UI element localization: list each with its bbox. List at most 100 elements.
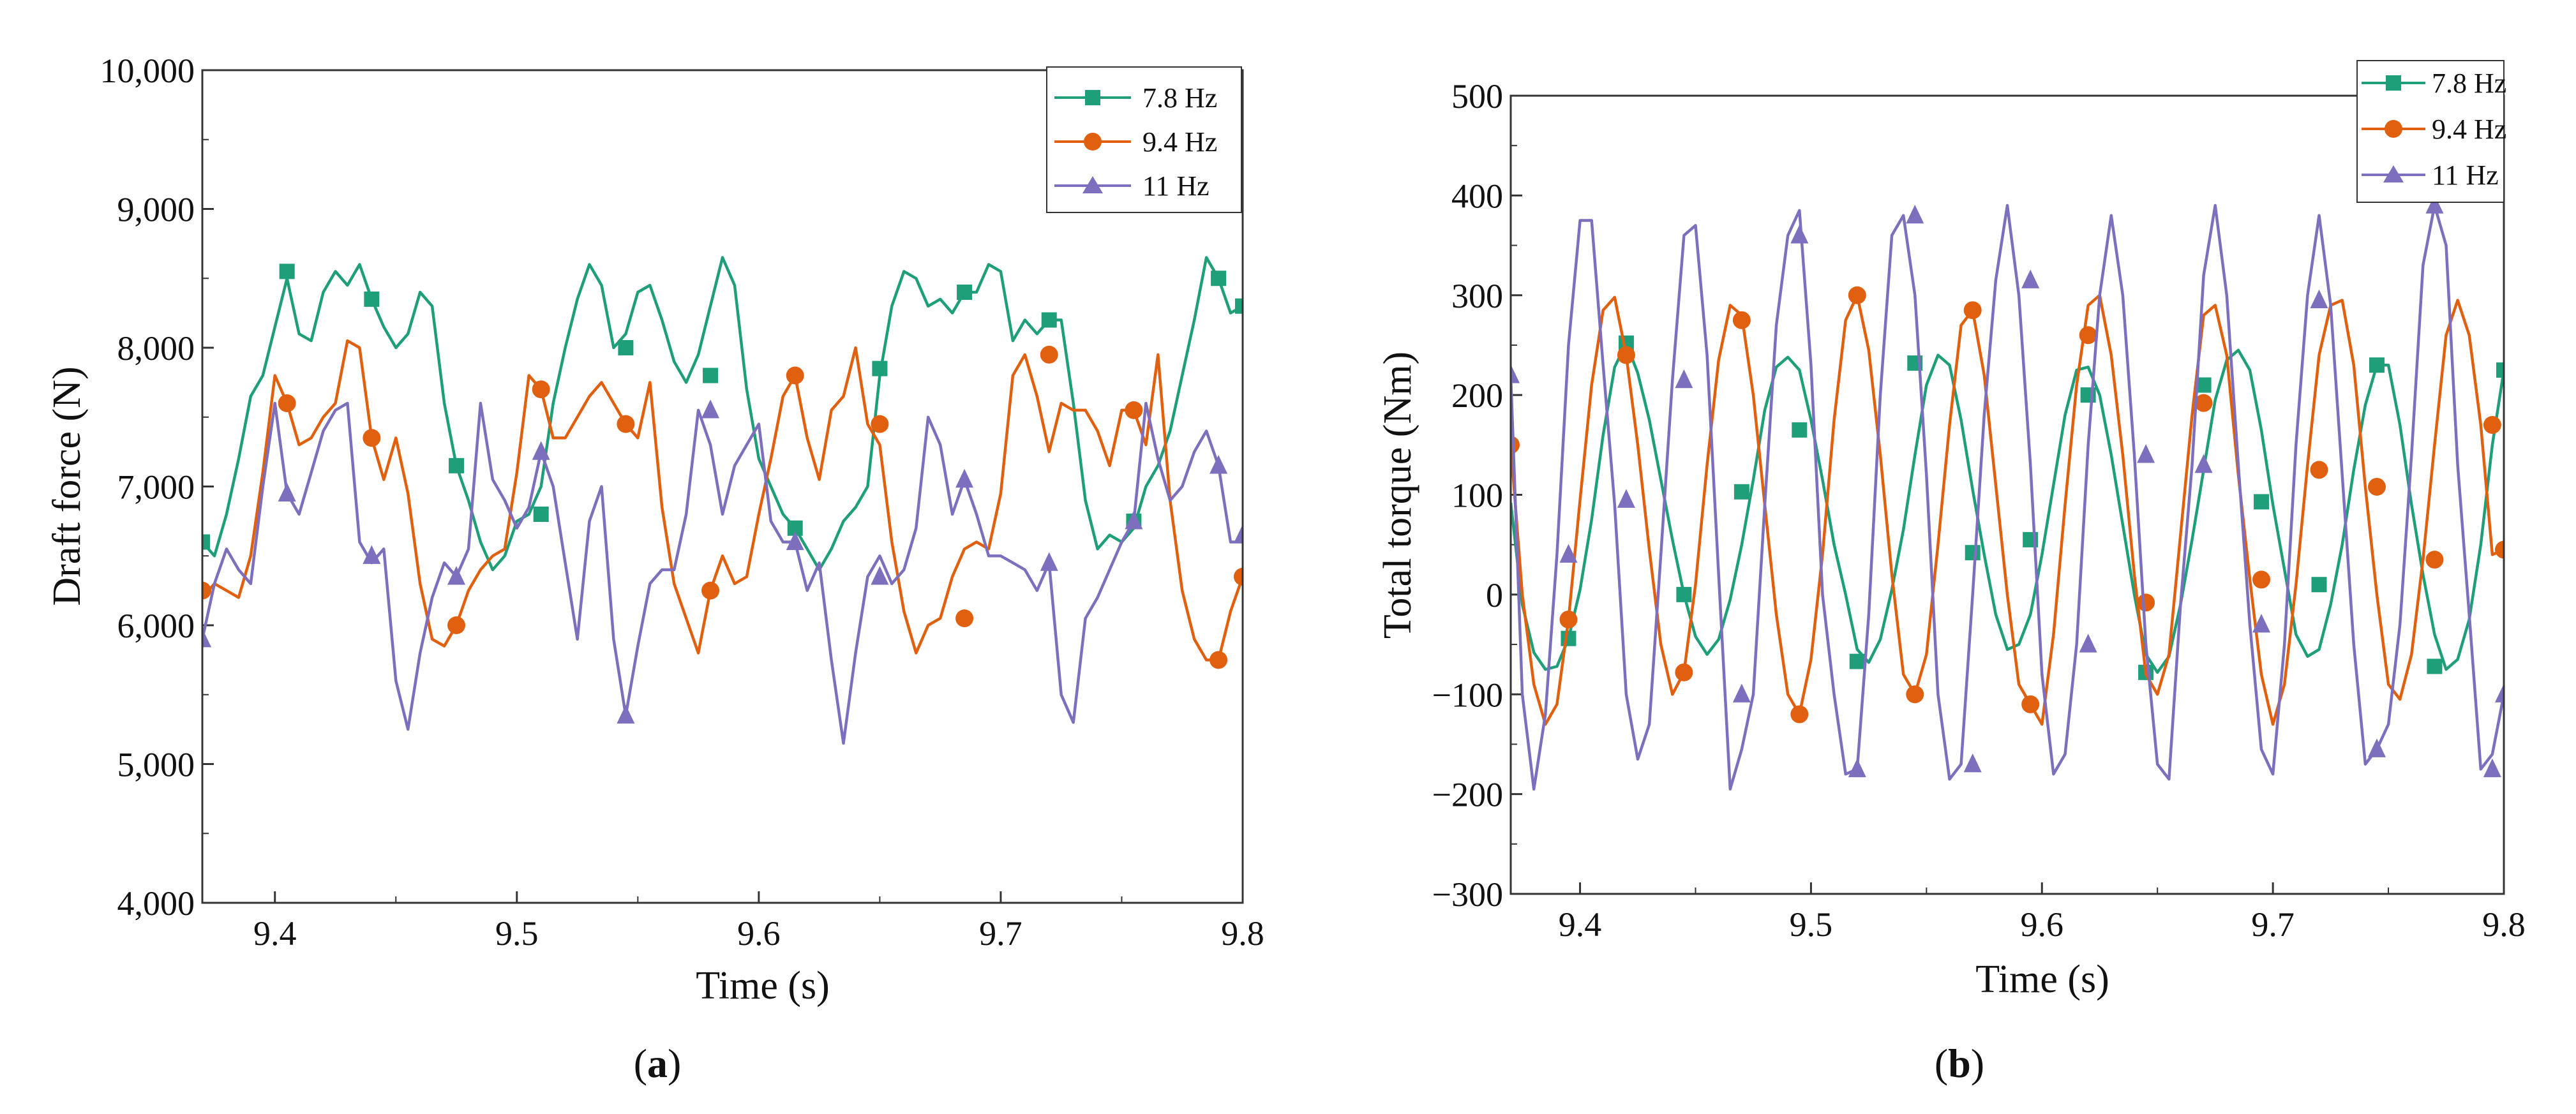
data-point-triangle bbox=[2367, 738, 2386, 757]
data-point-circle bbox=[532, 380, 550, 399]
data-point-triangle bbox=[1511, 364, 1520, 383]
x-tick-label: 9.7 bbox=[979, 914, 1022, 953]
data-point-triangle bbox=[447, 566, 466, 585]
data-point-square bbox=[957, 285, 973, 300]
data-point-triangle bbox=[871, 566, 889, 585]
data-point-triangle bbox=[2021, 269, 2040, 288]
data-point-circle bbox=[1209, 651, 1228, 669]
y-tick-label: 300 bbox=[1451, 277, 1503, 315]
y-tick-label: 10,000 bbox=[100, 52, 195, 90]
data-point-triangle bbox=[2079, 634, 2097, 653]
data-point-triangle bbox=[1732, 683, 1751, 702]
data-point-circle bbox=[278, 394, 296, 412]
data-point-triangle bbox=[786, 531, 804, 551]
data-point-triangle bbox=[1234, 524, 1243, 544]
data-point-circle bbox=[955, 609, 974, 628]
data-point-triangle bbox=[1963, 753, 1982, 773]
data-point-square bbox=[1041, 312, 1057, 328]
data-point-square bbox=[1734, 484, 1749, 500]
data-point-circle bbox=[1848, 286, 1866, 304]
legend-box-a bbox=[1046, 66, 1242, 213]
x-tick-label: 9.7 bbox=[2251, 905, 2295, 944]
data-point-square bbox=[872, 360, 888, 376]
series-9-4-hz bbox=[1511, 286, 2504, 726]
y-tick-label: −300 bbox=[1432, 875, 1503, 914]
x-axis-title-a: Time (s) bbox=[696, 964, 830, 1007]
data-point-circle bbox=[2495, 540, 2504, 559]
data-point-circle bbox=[2252, 570, 2271, 589]
data-point-triangle bbox=[532, 441, 550, 460]
legend-marker-circle-b bbox=[2385, 120, 2402, 138]
data-point-square bbox=[2311, 577, 2327, 593]
y-tick-label: 500 bbox=[1451, 77, 1503, 115]
data-point-circle bbox=[2310, 461, 2328, 479]
plot-area-a bbox=[201, 69, 1244, 904]
data-point-circle bbox=[2425, 551, 2444, 569]
x-axis-title-b: Time (s) bbox=[1975, 958, 2109, 1001]
series-11-hz bbox=[202, 399, 1243, 745]
data-point-triangle bbox=[2483, 758, 2501, 778]
data-point-square bbox=[2254, 494, 2270, 510]
data-point-triangle bbox=[202, 628, 211, 648]
data-point-triangle bbox=[1790, 225, 1809, 244]
data-point-circle bbox=[2079, 326, 2097, 345]
y-axis-title-b: Total torque (Nm) bbox=[1376, 352, 1419, 639]
y-tick-label: 200 bbox=[1451, 376, 1503, 415]
legend-marker-triangle-a bbox=[1082, 176, 1103, 193]
y-tick-label: 8,000 bbox=[117, 329, 195, 368]
legend-label-b-2: 9.4 Hz bbox=[2432, 114, 2506, 145]
data-point-circle bbox=[617, 415, 635, 433]
data-point-triangle bbox=[955, 468, 974, 488]
data-point-square bbox=[449, 457, 465, 473]
data-point-circle bbox=[1559, 610, 1578, 628]
series-7-8-hz bbox=[202, 256, 1243, 572]
data-point-square bbox=[1965, 545, 1981, 561]
data-point-circle bbox=[2137, 593, 2155, 612]
data-point-circle bbox=[1732, 311, 1751, 329]
data-point-triangle bbox=[2495, 683, 2504, 702]
data-point-circle bbox=[2021, 695, 2040, 713]
data-point-triangle bbox=[2310, 289, 2328, 309]
data-point-square bbox=[2496, 362, 2504, 378]
data-point-triangle bbox=[1848, 758, 1866, 778]
chart-panel-b: −300 −200 −100 0 100 200 300 400 500 9.4… bbox=[1376, 60, 2526, 1086]
legend-marker-square-b bbox=[2386, 75, 2401, 91]
series-line bbox=[1511, 204, 2504, 791]
data-point-square bbox=[1235, 298, 1243, 314]
data-point-circle bbox=[871, 415, 889, 433]
data-point-triangle bbox=[278, 482, 296, 501]
legend-label-a-3: 11 Hz bbox=[1142, 170, 1209, 202]
x-tick-label: 9.8 bbox=[2482, 905, 2526, 944]
data-point-triangle bbox=[1209, 455, 1228, 474]
legend-label-a-1: 7.8 Hz bbox=[1142, 82, 1217, 114]
series-7-8-hz bbox=[1511, 335, 2504, 680]
data-point-circle bbox=[1675, 663, 1693, 681]
panel-letter-a: a bbox=[647, 1041, 668, 1086]
panel-label-a: (a) bbox=[634, 1041, 682, 1086]
x-tick-label: 9.5 bbox=[495, 914, 539, 953]
data-point-triangle bbox=[1040, 552, 1058, 571]
data-point-triangle bbox=[1125, 510, 1143, 530]
data-point-circle bbox=[2194, 394, 2213, 412]
data-point-square bbox=[1676, 586, 1692, 602]
data-point-circle bbox=[2367, 477, 2386, 496]
data-point-circle bbox=[701, 581, 720, 600]
data-point-triangle bbox=[2137, 444, 2155, 463]
x-tick-label: 9.4 bbox=[1559, 905, 1602, 944]
data-point-circle bbox=[363, 429, 381, 447]
data-point-square bbox=[364, 291, 380, 307]
x-tick-labels-a: 9.4 9.5 9.6 9.7 9.8 bbox=[253, 914, 1264, 953]
chart-panel-a: 4,000 5,000 6,000 7,000 8,000 9,000 10,0… bbox=[45, 52, 1264, 1086]
data-point-circle bbox=[1234, 567, 1243, 586]
x-tick-labels-b: 9.4 9.5 9.6 9.7 9.8 bbox=[1559, 905, 2526, 944]
data-point-circle bbox=[2483, 416, 2501, 434]
panel-letter-b: b bbox=[1948, 1041, 1971, 1086]
data-point-square bbox=[1211, 271, 1227, 286]
legend-label-b-1: 7.8 Hz bbox=[2432, 68, 2506, 99]
data-point-triangle bbox=[701, 399, 720, 419]
y-tick-label: 6,000 bbox=[117, 607, 195, 645]
data-point-square bbox=[703, 368, 719, 383]
data-point-triangle bbox=[2252, 613, 2271, 633]
legend-label-b-3: 11 Hz bbox=[2432, 160, 2499, 191]
